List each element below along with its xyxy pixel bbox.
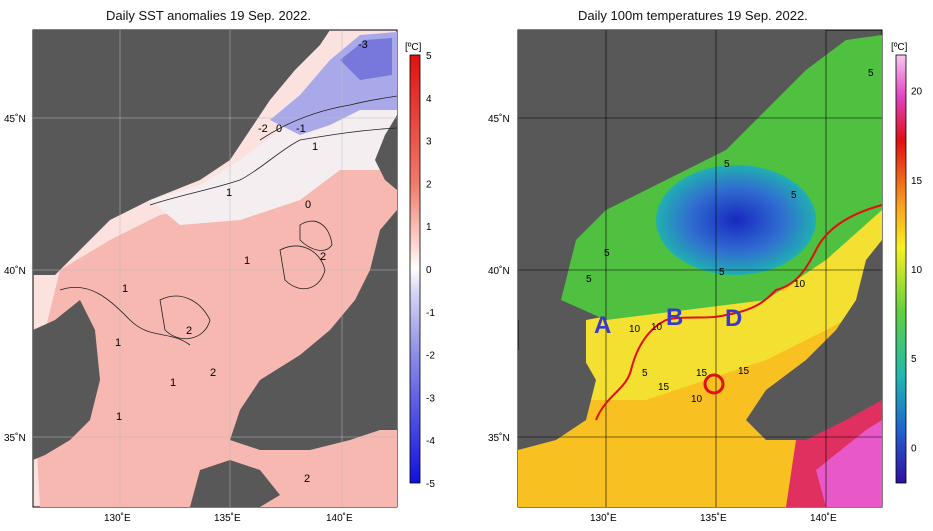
colorbar-tick-label: 10 xyxy=(911,265,923,276)
contour-label-group: -3 -2 0 -1 1 1 0 1 2 1 2 1 1 2 1 2 xyxy=(115,39,368,485)
axis-labels: 45˚N 40˚N 35˚N 130˚E 135˚E 140˚E xyxy=(4,113,353,524)
polar-front-line xyxy=(595,204,883,421)
contour-label: 5 xyxy=(719,267,725,278)
contour-label: 5 xyxy=(791,190,797,201)
temp-100m-title: Daily 100m temperatures 19 Sep. 2022. xyxy=(578,8,808,23)
marker-d: D xyxy=(725,305,742,332)
contour-label: 1 xyxy=(115,337,121,349)
colorbar-tick-label: 1 xyxy=(426,222,432,233)
contour-label: 0 xyxy=(305,199,311,211)
sst-colorbar-ticks: 5 4 3 2 1 0 -1 -2 -3 -4 -5 xyxy=(426,51,435,490)
colorbar-tick-label: -4 xyxy=(426,436,435,447)
lon-label: 135˚E xyxy=(700,512,727,524)
contour-label: 2 xyxy=(304,473,310,485)
land-japan xyxy=(746,240,882,440)
lon-label: 140˚E xyxy=(326,512,353,524)
contour-label: 5 xyxy=(586,274,592,285)
cold-pool xyxy=(656,165,816,275)
land-korea xyxy=(518,335,596,450)
contour-label: 15 xyxy=(738,366,750,377)
lat-label: 40˚N xyxy=(488,265,510,277)
contour-label: 10 xyxy=(651,322,663,333)
marker-a: A xyxy=(594,312,611,339)
colorbar-tick-label: 20 xyxy=(911,87,923,98)
lat-label: 45˚N xyxy=(4,113,26,125)
colorbar-tick-label: 0 xyxy=(911,443,917,454)
colorbar-tick-label: 5 xyxy=(911,354,917,365)
colorbar-tick-label: 3 xyxy=(426,137,432,148)
temp-colorbar-unit: [ºC] xyxy=(891,42,908,53)
contour-label: 5 xyxy=(642,368,648,379)
contour-label: 10 xyxy=(794,279,806,290)
contour-label: 15 xyxy=(696,368,708,379)
contour-label: -3 xyxy=(358,39,368,51)
contour-label: 1 xyxy=(312,141,318,153)
colorbar-tick-label: 15 xyxy=(911,176,923,187)
contour-label: -2 xyxy=(258,123,268,135)
sst-anomaly-panel: Daily SST anomalies 19 Sep. 2022. xyxy=(0,0,460,526)
contour-label: 5 xyxy=(724,159,730,170)
land-japan xyxy=(230,210,397,450)
map-gridlines xyxy=(518,30,882,507)
contour-label: -1 xyxy=(296,123,306,135)
contour-label: 0 xyxy=(276,123,282,135)
region-markers: A B D xyxy=(594,304,742,339)
contour-label: 2 xyxy=(320,251,326,263)
colorbar-tick-label: -3 xyxy=(426,393,435,404)
lat-label: 35˚N xyxy=(4,432,26,444)
lat-label: 45˚N xyxy=(488,113,510,125)
sst-anomaly-title: Daily SST anomalies 19 Sep. 2022. xyxy=(106,8,311,23)
yellow-belt xyxy=(586,210,882,400)
temp-colorbar xyxy=(895,54,907,484)
temp-100m-panel: Daily 100m temperatures 19 Sep. 2022. xyxy=(466,0,933,526)
contour-label: 2 xyxy=(186,325,192,337)
colorbar-tick-label: 0 xyxy=(426,265,432,276)
marker-b: B xyxy=(666,304,683,331)
contour-label: 1 xyxy=(226,187,232,199)
map-gridlines xyxy=(33,30,397,507)
contour-label: 5 xyxy=(604,248,610,259)
lat-label: 35˚N xyxy=(488,432,510,444)
contour-label: 2 xyxy=(210,367,216,379)
temp-colorbar-ticks: 20 15 10 5 0 xyxy=(911,87,923,455)
contour-label: 1 xyxy=(122,283,128,295)
colorbar-tick-label: 4 xyxy=(426,94,432,105)
lat-label: 40˚N xyxy=(4,265,26,277)
axis-labels: 45˚N 40˚N 35˚N 130˚E 135˚E 140˚E xyxy=(488,113,837,524)
contour-label: 1 xyxy=(244,255,250,267)
contour-label: 5 xyxy=(868,68,874,79)
land-korea xyxy=(33,300,100,460)
sst-colorbar xyxy=(409,54,421,484)
near-zero-band xyxy=(150,95,397,225)
contour-label-group: 5 5 5 5 5 5 10 10 10 5 15 15 15 10 xyxy=(586,68,874,405)
lon-label: 135˚E xyxy=(214,512,241,524)
land-kyushu xyxy=(190,460,280,507)
colorbar-tick-label: 5 xyxy=(426,51,432,62)
lon-label: 130˚E xyxy=(104,512,131,524)
land-hokkaido xyxy=(375,115,397,190)
contour-label: 10 xyxy=(629,324,641,335)
colorbar-tick-label: 2 xyxy=(426,179,432,190)
land-asia xyxy=(518,30,826,320)
contour-label: 1 xyxy=(116,411,122,423)
contour-label: 10 xyxy=(691,394,703,405)
marker-c-circle xyxy=(703,373,725,395)
pink-waters xyxy=(816,420,882,507)
temp-100m-map: A B D 5 5 5 5 5 5 10 10 10 5 15 15 15 10… xyxy=(488,29,923,524)
contour-label: 1 xyxy=(170,377,176,389)
colorbar-tick-label: -5 xyxy=(426,479,435,490)
colorbar-tick-label: -1 xyxy=(426,308,435,319)
lon-label: 130˚E xyxy=(590,512,617,524)
sst-colorbar-unit: [ºC] xyxy=(405,42,422,53)
strong-cold-core xyxy=(340,38,392,80)
sst-anomaly-map: -3 -2 0 -1 1 1 0 1 2 1 2 1 1 2 1 2 45˚N … xyxy=(4,29,435,524)
contour-label: 15 xyxy=(658,382,670,393)
lon-label: 140˚E xyxy=(810,512,837,524)
contour-lines xyxy=(59,95,398,346)
land-asia xyxy=(33,30,330,275)
colorbar-tick-label: -2 xyxy=(426,351,435,362)
